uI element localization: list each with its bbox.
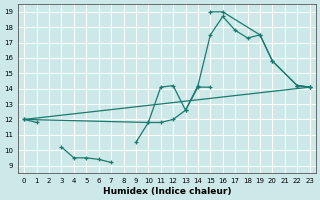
X-axis label: Humidex (Indice chaleur): Humidex (Indice chaleur) — [103, 187, 231, 196]
